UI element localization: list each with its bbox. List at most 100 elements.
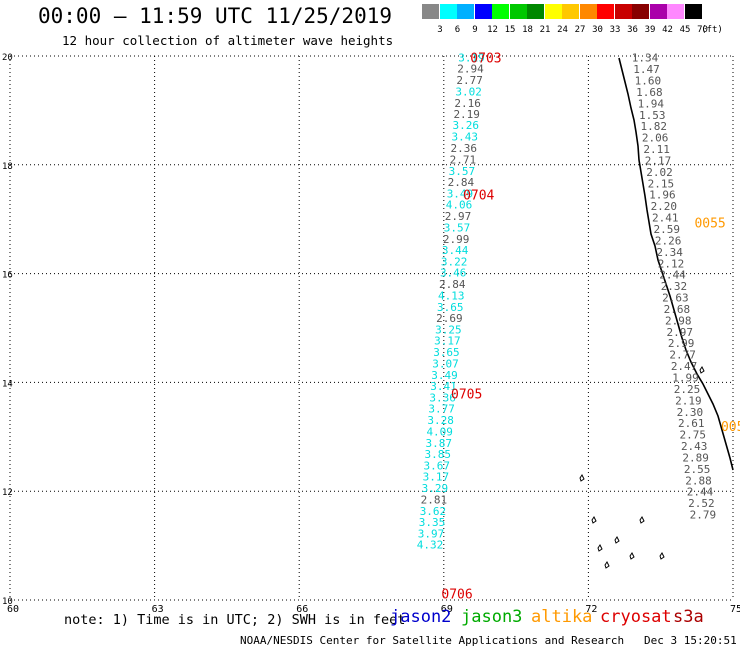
satellite-legend-s3a: s3a: [673, 607, 704, 627]
wave-height-reading: 2.71: [450, 153, 477, 166]
wave-height-reading: 3.85: [425, 448, 452, 461]
wave-height-reading: 2.12: [658, 257, 685, 270]
wave-height-reading: 3.65: [433, 346, 460, 359]
island-outline: [579, 474, 585, 482]
colorbar-unit: (ft): [701, 25, 723, 35]
wave-height-reading: 2.75: [679, 429, 706, 442]
wave-height-reading: 2.44: [687, 486, 714, 499]
wave-height-reading: 2.55: [684, 463, 711, 476]
wave-height-reading: 4.32: [417, 539, 444, 552]
wave-height-reading: 3.36: [429, 392, 456, 405]
colorbar-swatch: [632, 4, 649, 19]
colorbar-label: 36: [627, 25, 638, 35]
wave-height-reading: 1.99: [672, 372, 699, 385]
page-title: 00:00 – 11:59 UTC 11/25/2019: [38, 4, 393, 28]
wave-height-reading: 3.07: [432, 357, 459, 370]
wave-height-reading: 2.94: [457, 63, 484, 76]
colorbar-swatch: [614, 4, 632, 19]
island-outline: [591, 516, 597, 524]
wave-height-reading: 2.61: [678, 417, 705, 430]
wave-height-reading: 3.46: [440, 267, 467, 280]
satellite-legend-jason2: jason2: [390, 607, 452, 627]
wave-height-reading: 2.15: [648, 177, 675, 190]
wave-height-reading: 2.26: [655, 234, 682, 247]
colorbar-label: 3: [437, 25, 443, 35]
longitude-tick-label: 63: [152, 604, 164, 615]
wave-height-reading: 1.53: [639, 109, 666, 122]
latitude-tick-label: 16: [2, 271, 13, 281]
colorbar-label: 21: [539, 25, 551, 35]
colorbar-swatch: [579, 4, 597, 19]
colorbar-label: 9: [472, 25, 478, 35]
latitude-tick-label: 10: [2, 597, 13, 607]
wave-height-reading: 2.97: [445, 210, 472, 223]
wave-height-reading: 3.43: [452, 131, 479, 144]
pass-time-label: 0054: [721, 420, 740, 435]
colorbar-label: 24: [557, 25, 568, 35]
colorbar-label: 18: [522, 25, 533, 35]
wave-height-reading: 3.17: [423, 471, 450, 484]
wave-height-reading: 2.89: [682, 451, 709, 464]
wave-height-reading: 1.60: [635, 74, 662, 87]
satellite-legend-altika: altika: [531, 607, 593, 627]
wave-height-reading: 3.26: [452, 119, 479, 132]
wave-height-reading: 2.98: [665, 314, 692, 327]
wave-height-reading: 3.44: [442, 244, 469, 257]
colorbar-label: 30: [592, 25, 603, 35]
wave-height-reading: 3.25: [435, 324, 462, 337]
longitude-tick-label: 60: [7, 604, 19, 615]
wave-height-reading: 3.29: [422, 482, 449, 495]
wave-height-reading: 2.19: [675, 394, 702, 407]
wave-height-reading: 3.41: [430, 380, 457, 393]
colorbar-swatch: [649, 4, 667, 19]
island-outline: [639, 516, 645, 524]
wave-height-reading: 4.13: [438, 289, 465, 302]
island-outline: [699, 366, 705, 374]
wave-height-reading: 2.69: [436, 312, 463, 325]
credit-text: NOAA/NESDIS Center for Satellite Applica…: [240, 634, 625, 647]
footer-note: note: 1) Time is in UTC; 2) SWH is in fe…: [64, 612, 406, 628]
timestamp-text: Dec 3 15:20:51 UTC 2019: [643, 634, 740, 647]
wave-height-reading: 4.06: [446, 199, 473, 212]
wave-height-reading: 3.97: [418, 528, 445, 541]
wave-height-reading: 2.36: [451, 142, 478, 155]
wave-height-reading: 3.49: [447, 188, 474, 201]
satellite-legend-jason3: jason3: [461, 607, 523, 627]
wave-height-reading: 2.63: [662, 292, 689, 305]
longitude-tick-label: 66: [296, 604, 308, 615]
satellite-legend-cryosat: cryosat: [600, 607, 672, 627]
longitude-tick-label: 75: [730, 604, 740, 615]
wave-height-reading: 4.09: [426, 425, 453, 438]
wave-height-reading: 2.77: [456, 74, 483, 87]
colorbar-label: 70: [697, 25, 708, 35]
wave-height-reading: 2.52: [688, 497, 715, 510]
wave-height-reading: 2.43: [681, 440, 708, 453]
colorbar-swatch: [527, 4, 544, 19]
wave-height-reading: 3.49: [431, 369, 458, 382]
colorbar-swatch: [422, 4, 439, 19]
wave-height-reading: 3.67: [424, 460, 451, 473]
colorbar-label: 39: [644, 25, 656, 35]
wave-height-reading: 2.47: [671, 360, 698, 373]
wave-height-reading: 1.82: [640, 120, 667, 133]
wave-height-reading: 3.87: [425, 437, 452, 450]
wave-height-reading: 3.62: [420, 505, 447, 518]
colorbar-swatch: [457, 4, 474, 19]
pass-time-label: 0703: [470, 52, 501, 67]
colorbar-swatch: [544, 4, 562, 19]
wave-height-reading: 2.88: [685, 474, 712, 487]
latitude-tick-label: 18: [2, 162, 13, 172]
island-outline: [659, 552, 665, 560]
wave-height-reading: 3.77: [428, 403, 455, 416]
wave-height-reading: 3.35: [419, 516, 446, 529]
wave-height-reading: 2.17: [645, 154, 672, 167]
colorbar-swatch: [684, 4, 702, 19]
wave-height-reading: 2.16: [454, 97, 481, 110]
colorbar-swatch: [492, 4, 509, 19]
wave-height-reading: 1.34: [632, 52, 659, 65]
wave-height-reading: 2.99: [668, 337, 695, 350]
pass-time-label: 0704: [463, 189, 494, 204]
wave-height-reading: 2.11: [643, 143, 670, 156]
